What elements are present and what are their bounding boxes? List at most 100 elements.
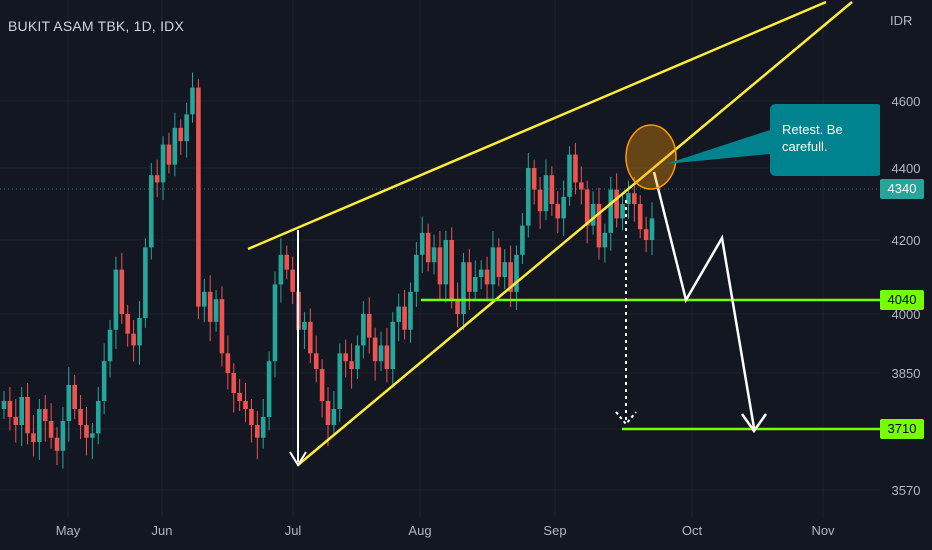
candle-body [255,425,260,438]
candle-body [107,329,113,362]
candle-body [490,247,496,285]
candle-body [414,254,419,292]
candle-body [278,254,284,285]
candle-body [378,345,384,362]
candle-body [60,421,66,451]
target-price-badge [880,419,924,439]
upper-trendline[interactable] [247,0,827,251]
candle-body [366,314,372,338]
candle-body [42,409,48,421]
candle-body [249,409,254,425]
candle-body [184,114,189,142]
candle-body [390,321,396,370]
candle-body [113,269,119,330]
candle-body [632,193,637,204]
candle-body [431,247,437,263]
candle-body [396,306,401,322]
candle-body [561,196,566,219]
time-tick-label: Sep [543,523,566,538]
candle-body [48,421,54,438]
candle-body [349,361,354,370]
price-tick-label: 3850 [892,366,921,381]
candle-body [472,277,478,292]
candle-body [443,240,449,285]
candle-body [549,175,555,204]
candle-body [225,353,231,373]
time-axis-ticks: May Jun Jul Aug Sep Oct Nov [56,523,835,538]
candle-body [602,232,608,248]
candles [1,72,655,469]
candle-body [72,385,77,409]
candle-body [343,353,348,362]
candle-body [496,247,502,277]
price-tick-label: 3570 [892,483,921,498]
price-tick-label: 4400 [892,161,921,176]
candle-body [66,385,72,421]
callout-bubble[interactable] [666,104,882,176]
time-axis[interactable] [0,517,880,550]
candle-body [543,175,549,212]
candle-body [78,409,83,425]
candle-body [190,87,195,115]
candle-body [567,154,572,197]
candle-body [478,269,484,277]
candle-body [13,417,19,425]
grid-lines [0,0,880,517]
candle-body [467,262,472,292]
lower-trendline[interactable] [297,1,853,466]
time-tick-label: Jul [285,523,302,538]
candle-body [425,232,431,263]
price-tick-label: 4000 [892,307,921,322]
candle-body [620,204,625,219]
candle-body [131,333,136,346]
time-tick-label: Oct [682,523,703,538]
candle-body [626,193,631,204]
price-projection-path[interactable] [652,171,756,429]
candle-body [337,353,343,409]
candle-body [160,144,166,183]
price-axis-ticks: 4600 4400 4200 4000 3850 3570 [892,94,921,498]
candle-body [537,189,543,212]
candle-body [302,321,307,330]
candle-body [266,361,272,417]
candle-body [290,269,295,292]
candle-body [90,433,95,438]
current-price-badge [880,179,924,199]
candle-body [325,401,331,425]
candle-body [643,229,649,240]
candle-body [419,232,425,255]
candle-body [614,189,619,219]
candle-body [579,182,584,190]
candle-body [361,314,366,346]
candle-body [25,397,30,434]
candle-body [213,299,219,322]
currency-label: IDR [890,13,912,28]
measured-move-arrowhead [289,451,307,467]
retest-marker[interactable] [625,124,677,190]
candle-body [143,247,148,318]
candle-body [172,127,178,165]
candle-body [37,409,42,443]
candle-body [573,154,578,183]
candle-body [402,306,407,330]
candle-body [196,87,201,307]
candle-body [7,401,13,417]
support-price-label: 4040 [888,292,917,307]
candle-body [590,204,596,226]
candle-body [308,321,313,354]
price-axis[interactable] [880,0,932,550]
candle-body [355,345,360,370]
candle-body [525,168,531,226]
candle-body [231,373,237,393]
candle-body [201,291,207,307]
candle-body [608,189,614,233]
candle-body [207,291,213,322]
price-tick-label: 4600 [892,94,921,109]
candle-body [461,262,466,314]
candle-body [508,262,513,292]
candle-body [1,401,7,409]
candle-body [178,127,184,142]
candle-body [166,144,172,165]
candle-body [384,345,390,370]
